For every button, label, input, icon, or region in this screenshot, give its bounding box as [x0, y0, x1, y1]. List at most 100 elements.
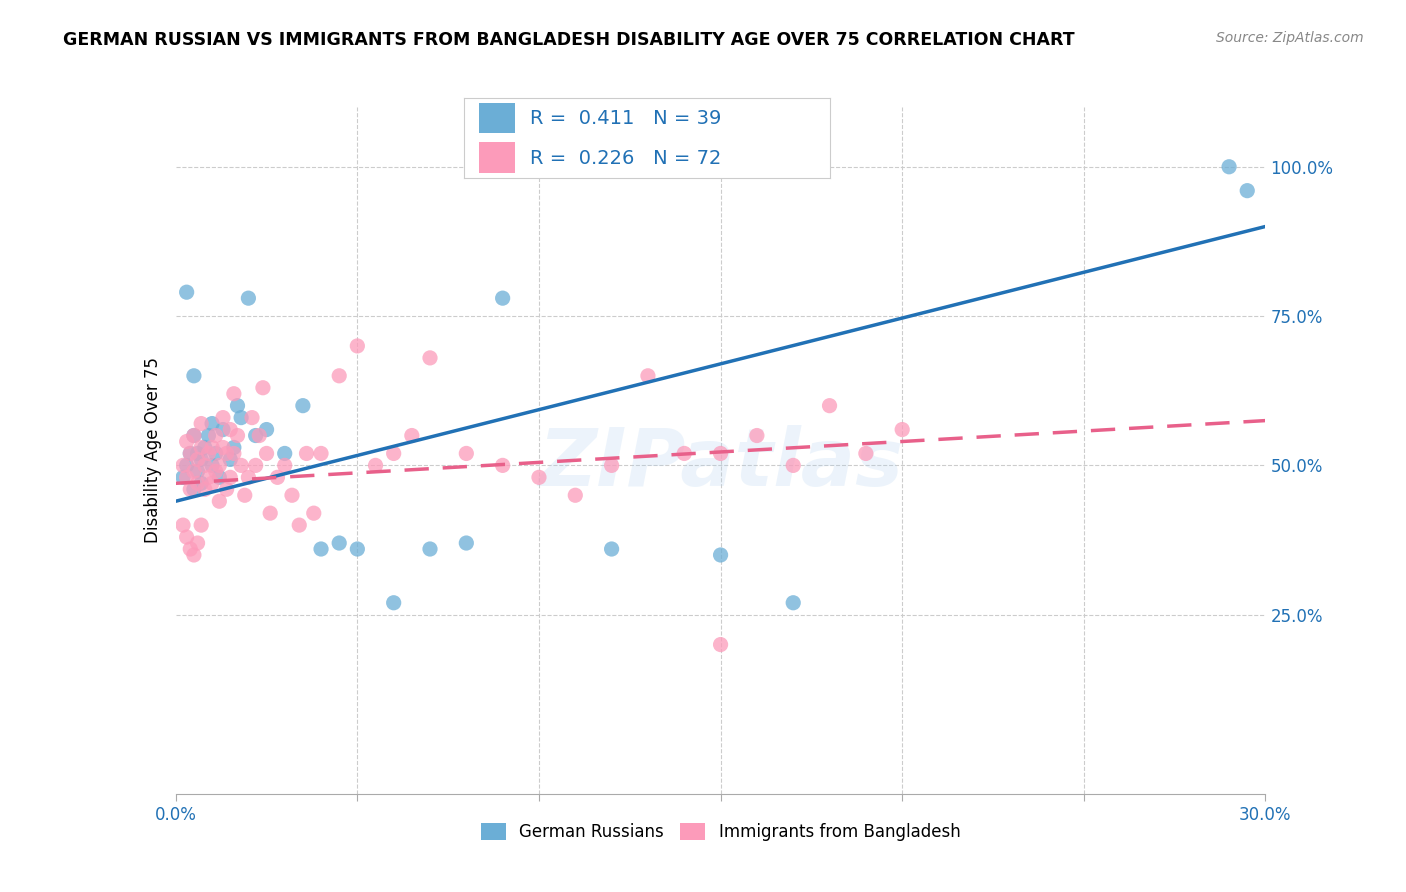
Point: [238, 291, 260, 305]
Point: [176, 458, 198, 473]
Point: [208, 458, 231, 473]
Point: [183, 464, 205, 478]
Point: [183, 428, 205, 442]
Point: [183, 368, 205, 383]
Point: [256, 423, 278, 437]
Point: [238, 470, 260, 484]
Point: [219, 452, 242, 467]
Point: [226, 399, 249, 413]
Point: [492, 458, 515, 473]
Point: [194, 441, 217, 455]
Point: [222, 441, 245, 455]
Point: [201, 417, 224, 431]
Point: [291, 399, 314, 413]
Point: [259, 506, 281, 520]
Point: [190, 452, 212, 467]
Point: [201, 458, 224, 473]
Point: [190, 476, 212, 491]
Point: [818, 399, 841, 413]
Point: [364, 458, 387, 473]
Point: [245, 428, 267, 442]
Point: [231, 458, 253, 473]
Point: [600, 458, 623, 473]
Point: [240, 410, 263, 425]
Point: [245, 458, 267, 473]
Point: [382, 596, 405, 610]
Point: [637, 368, 659, 383]
Point: [564, 488, 586, 502]
Text: R =  0.226   N = 72: R = 0.226 N = 72: [530, 149, 721, 168]
Point: [179, 541, 201, 556]
Point: [855, 446, 877, 460]
Point: [212, 410, 235, 425]
Point: [219, 423, 242, 437]
Point: [710, 638, 733, 652]
Point: [197, 446, 219, 460]
Point: [194, 483, 217, 497]
Point: [197, 470, 219, 484]
Point: [176, 470, 198, 484]
Point: [186, 476, 209, 491]
Point: [288, 518, 311, 533]
Point: [172, 470, 194, 484]
Point: [456, 446, 478, 460]
Point: [186, 464, 209, 478]
Point: [172, 458, 194, 473]
Point: [328, 368, 350, 383]
Legend: German Russians, Immigrants from Bangladesh: German Russians, Immigrants from Banglad…: [474, 816, 967, 847]
Point: [419, 351, 441, 365]
Point: [176, 434, 198, 449]
Point: [600, 541, 623, 556]
Point: [401, 428, 423, 442]
Point: [302, 506, 325, 520]
Point: [328, 536, 350, 550]
Point: [183, 483, 205, 497]
Point: [309, 446, 332, 460]
Point: [782, 596, 804, 610]
Point: [215, 483, 238, 497]
Point: [247, 428, 270, 442]
Point: [710, 548, 733, 562]
Point: [212, 441, 235, 455]
Point: [190, 417, 212, 431]
Point: [309, 541, 332, 556]
Point: [1218, 160, 1240, 174]
Point: [179, 446, 201, 460]
Point: [204, 428, 226, 442]
Point: [208, 470, 231, 484]
Point: [346, 339, 368, 353]
Point: [710, 446, 733, 460]
Point: [190, 441, 212, 455]
Point: [891, 423, 914, 437]
Point: [222, 446, 245, 460]
Point: [252, 381, 274, 395]
Point: [782, 458, 804, 473]
Point: [226, 428, 249, 442]
Point: [745, 428, 768, 442]
Point: [194, 458, 217, 473]
Point: [419, 541, 441, 556]
Point: [673, 446, 696, 460]
Point: [215, 446, 238, 460]
Point: [186, 446, 209, 460]
Point: [204, 446, 226, 460]
FancyBboxPatch shape: [478, 103, 515, 134]
Text: Source: ZipAtlas.com: Source: ZipAtlas.com: [1216, 31, 1364, 45]
Point: [212, 423, 235, 437]
Point: [256, 446, 278, 460]
Point: [172, 518, 194, 533]
FancyBboxPatch shape: [478, 142, 515, 173]
Point: [527, 470, 550, 484]
Point: [266, 470, 288, 484]
Point: [208, 494, 231, 508]
Point: [274, 458, 297, 473]
Point: [179, 446, 201, 460]
Point: [201, 441, 224, 455]
Point: [179, 483, 201, 497]
Point: [204, 464, 226, 478]
Point: [176, 530, 198, 544]
Text: ZIPatlas: ZIPatlas: [538, 425, 903, 503]
Point: [492, 291, 515, 305]
Point: [186, 452, 209, 467]
Text: R =  0.411   N = 39: R = 0.411 N = 39: [530, 109, 721, 128]
